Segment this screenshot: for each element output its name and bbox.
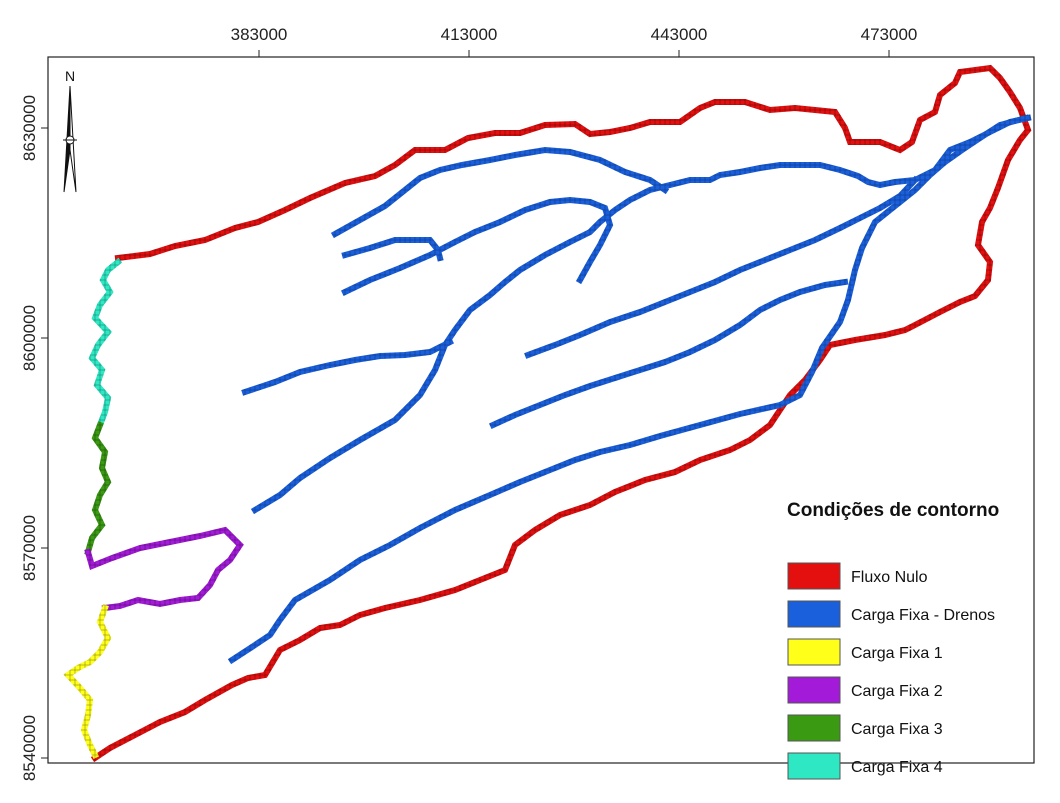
x-tick-label: 473000 <box>861 25 918 44</box>
legend-label: Carga Fixa 1 <box>851 645 943 662</box>
y-tick-label: 8600000 <box>20 305 39 371</box>
boundary-carga-fixa-4 <box>88 257 123 429</box>
legend-label: Carga Fixa - Drenos <box>851 607 995 624</box>
legend-label: Fluxo Nulo <box>851 569 928 586</box>
boundary-fluxo-nulo <box>90 64 1032 763</box>
legend-label: Carga Fixa 3 <box>851 721 943 738</box>
boundary-drenos <box>227 114 1032 665</box>
legend-swatch-fluxo-nulo <box>787 562 841 590</box>
map-frame <box>47 56 1035 764</box>
north-arrow-icon: N <box>63 68 77 193</box>
y-tick-label: 8630000 <box>20 95 39 161</box>
x-axis: 383000 413000 443000 473000 <box>231 25 918 57</box>
legend-swatch-carga-fixa-4 <box>787 752 841 780</box>
north-label: N <box>65 68 75 84</box>
x-tick-label: 413000 <box>441 25 498 44</box>
boundary-carga-fixa-1 <box>63 604 112 760</box>
y-tick-label: 8540000 <box>20 715 39 781</box>
legend-label: Carga Fixa 4 <box>851 759 943 776</box>
x-tick-label: 443000 <box>651 25 708 44</box>
y-tick-label: 8570000 <box>20 515 39 581</box>
boundary-carga-fixa-3 <box>84 421 112 556</box>
legend-label: Carga Fixa 2 <box>851 683 943 700</box>
legend-swatch-carga-fixa-3 <box>787 714 841 742</box>
legend: Condições de contorno Fluxo Nulo Carga F… <box>787 500 999 780</box>
legend-swatch-carga-fixa-1 <box>787 638 841 666</box>
legend-title: Condições de contorno <box>787 500 999 521</box>
y-axis: 8630000 8600000 8570000 8540000 <box>20 95 48 781</box>
legend-swatch-drenos <box>787 600 841 628</box>
boundary-carga-fixa-2 <box>84 526 244 612</box>
legend-swatch-carga-fixa-2 <box>787 676 841 704</box>
x-tick-label: 383000 <box>231 25 288 44</box>
